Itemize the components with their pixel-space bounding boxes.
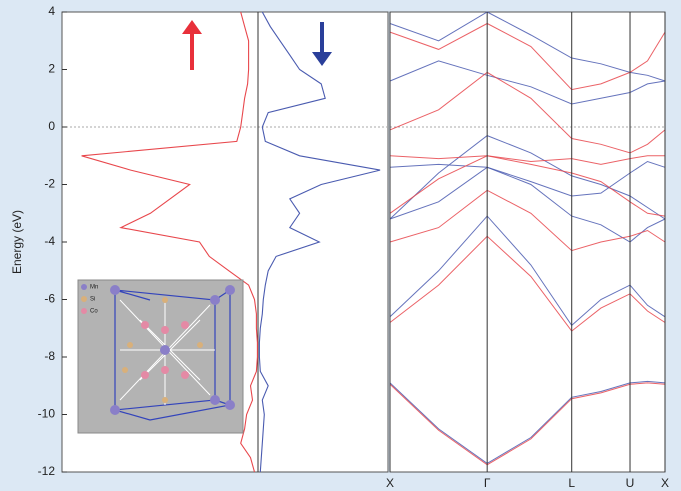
band-frame	[390, 12, 665, 472]
y-tick-label: -2	[44, 177, 55, 191]
y-tick-label: -8	[44, 349, 55, 363]
y-axis-label: Energy (eV)	[10, 210, 24, 274]
y-tick-label: -10	[38, 407, 56, 421]
y-tick-label: 2	[48, 62, 55, 76]
inset-legend: Si	[90, 297, 95, 303]
y-tick-label: 4	[48, 4, 55, 18]
y-tick-label: -4	[44, 234, 55, 248]
y-tick-label: -12	[38, 464, 56, 478]
x-tick-label: U	[626, 476, 635, 490]
inset-legend: Mn	[90, 285, 98, 291]
x-tick-label: X	[661, 476, 669, 490]
inset: Mn Si Co	[78, 280, 243, 433]
inset-legend: Co	[90, 309, 98, 315]
y-tick-label: 0	[48, 119, 55, 133]
x-tick-label: X	[386, 476, 394, 490]
figure: Energy (eV) Mn Si Co -12 -10 -8 -6 -4 -2 0 2 4 X Γ…	[0, 0, 681, 491]
x-tick-label: Γ	[484, 476, 491, 490]
x-tick-label: L	[568, 476, 575, 490]
y-tick-label: -6	[44, 292, 55, 306]
